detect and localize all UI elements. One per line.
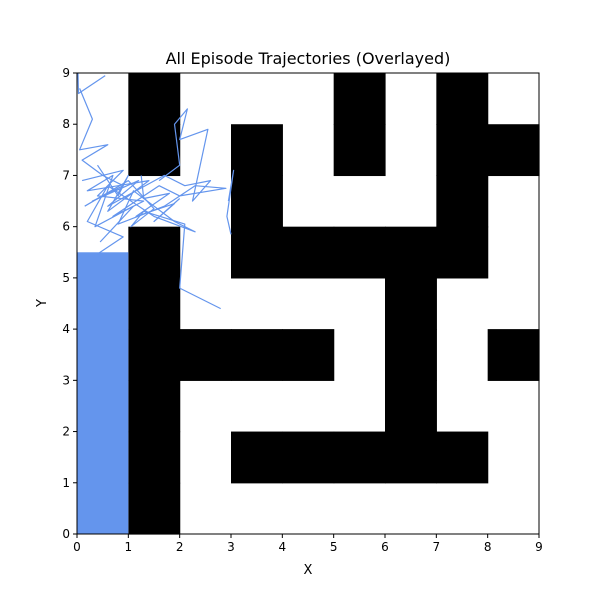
wall-cell bbox=[333, 124, 386, 177]
wall-cell bbox=[231, 329, 283, 381]
trajectory-line bbox=[86, 164, 150, 243]
wall-cell bbox=[128, 329, 181, 381]
wall-cell bbox=[436, 226, 489, 279]
trajectory-line bbox=[84, 180, 221, 310]
x-tick-label: 7 bbox=[433, 540, 441, 554]
trajectory-line bbox=[226, 169, 235, 235]
wall-cell bbox=[436, 175, 489, 228]
x-tick-label: 2 bbox=[176, 540, 184, 554]
wall-cell bbox=[231, 431, 283, 484]
y-tick-label: 4 bbox=[62, 322, 70, 336]
x-tick-label: 5 bbox=[330, 540, 338, 554]
y-tick-label: 2 bbox=[62, 425, 70, 439]
wall-cell bbox=[385, 380, 437, 433]
plot-area bbox=[76, 72, 540, 535]
y-tick-label: 1 bbox=[62, 476, 70, 490]
y-tick-label: 0 bbox=[62, 527, 70, 541]
wall-cell bbox=[128, 73, 181, 125]
wall-cell bbox=[333, 73, 386, 125]
wall-cell bbox=[128, 431, 181, 484]
x-tick-label: 8 bbox=[484, 540, 492, 554]
wall-cell bbox=[436, 73, 489, 125]
wall-cell bbox=[385, 329, 437, 381]
wall-cell bbox=[231, 226, 283, 279]
y-tick-label: 5 bbox=[62, 271, 70, 285]
trajectory-line bbox=[77, 72, 106, 95]
x-axis-label: X bbox=[304, 563, 313, 578]
wall-cell bbox=[333, 226, 386, 279]
x-tick-label: 6 bbox=[381, 540, 389, 554]
trajectory-line bbox=[135, 175, 181, 223]
wall-cell bbox=[385, 226, 437, 279]
wall-cell bbox=[436, 431, 489, 484]
x-axis-ticks: 0 1 2 3 4 5 6 7 8 9 bbox=[73, 534, 543, 554]
wall-cell bbox=[282, 329, 335, 381]
y-tick-label: 9 bbox=[62, 66, 70, 80]
y-tick-label: 8 bbox=[62, 117, 70, 131]
wall-cell bbox=[385, 431, 437, 484]
wall-cell bbox=[282, 226, 335, 279]
y-tick-label: 3 bbox=[62, 373, 70, 387]
wall-cell bbox=[128, 482, 181, 535]
y-tick-label: 6 bbox=[62, 220, 70, 234]
wall-cell bbox=[436, 124, 489, 177]
trajectory-dense-region bbox=[77, 252, 129, 534]
wall-cell bbox=[128, 277, 181, 330]
x-tick-label: 1 bbox=[125, 540, 133, 554]
trajectory-line bbox=[81, 169, 227, 258]
wall-cell bbox=[231, 175, 283, 228]
wall-cell bbox=[231, 124, 283, 177]
wall-cell bbox=[333, 431, 386, 484]
y-axis-ticks: 0 1 2 3 4 5 6 7 8 9 bbox=[62, 66, 77, 541]
x-tick-label: 3 bbox=[227, 540, 235, 554]
wall-cell bbox=[487, 124, 540, 177]
wall-cell bbox=[128, 226, 181, 279]
y-axis-label: Y bbox=[35, 299, 50, 308]
x-tick-label: 9 bbox=[535, 540, 543, 554]
plot-frame bbox=[76, 72, 540, 535]
x-tick-label: 0 bbox=[73, 540, 81, 554]
wall-cell bbox=[282, 431, 335, 484]
wall-cell bbox=[179, 329, 232, 381]
y-tick-label: 7 bbox=[62, 168, 70, 182]
wall-cell bbox=[128, 380, 181, 433]
wall-cell bbox=[128, 124, 181, 177]
x-tick-label: 4 bbox=[279, 540, 287, 554]
wall-cell bbox=[487, 329, 540, 381]
wall-cell bbox=[385, 277, 437, 330]
chart-title: All Episode Trajectories (Overlayed) bbox=[166, 49, 451, 68]
